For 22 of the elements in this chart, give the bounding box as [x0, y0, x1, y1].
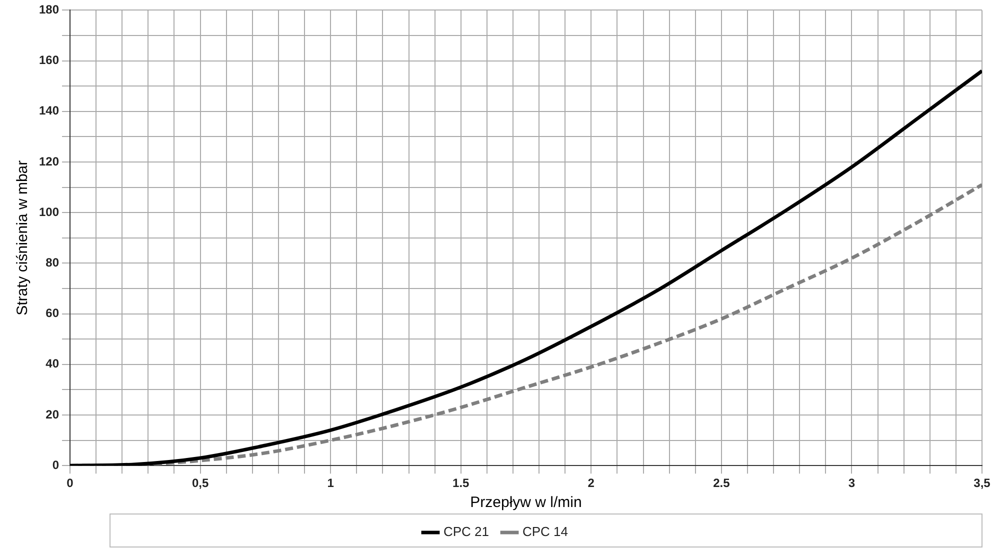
x-tick-label: 3 [848, 476, 856, 490]
y-tick-label: 20 [46, 407, 60, 422]
y-tick-label: 140 [38, 104, 60, 118]
y-tick-label: 80 [46, 256, 60, 270]
y-tick-label: 180 [38, 2, 60, 17]
y-axis-title: Straty ciśnienia w mbar [14, 160, 32, 316]
y-tick-label: 0 [52, 458, 60, 472]
y-tick-label: 160 [38, 53, 60, 68]
y-tick-label: 100 [38, 204, 60, 219]
x-tick-label: 0,5 [192, 476, 209, 490]
y-tick-label: 40 [46, 356, 60, 371]
y-tick-label: 120 [38, 154, 60, 168]
x-tick-label: 3,5 [974, 476, 991, 490]
y-tick-label: 60 [46, 306, 60, 320]
x-tick-label: 1 [327, 476, 334, 490]
x-tick-label: 0 [66, 476, 74, 490]
x-tick-label: 2 [588, 476, 595, 490]
x-tick-label: 2.5 [713, 476, 730, 490]
x-axis-title: Przepływ w l/min [470, 494, 582, 512]
legend-label: CPC 21 [443, 524, 490, 540]
legend-label: CPC 14 [522, 524, 568, 540]
x-tick-label: 1.5 [452, 476, 470, 490]
